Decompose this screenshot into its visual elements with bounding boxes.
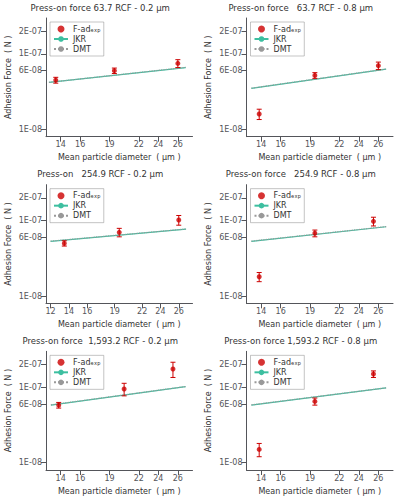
svg-text:2E-07: 2E-07 xyxy=(19,193,42,202)
svg-text:6E-08: 6E-08 xyxy=(219,66,242,75)
svg-text:Mean particle diameter ( μm ): Mean particle diameter ( μm ) xyxy=(258,487,381,496)
svg-text:F-adₑₓₚ: F-adₑₓₚ xyxy=(73,191,101,200)
svg-text:Mean particle diameter ( μm ): Mean particle diameter ( μm ) xyxy=(258,320,381,329)
svg-text:DMT: DMT xyxy=(73,45,91,54)
svg-text:F-adₑₓₚ: F-adₑₓₚ xyxy=(73,358,101,367)
svg-text:26: 26 xyxy=(173,140,183,149)
svg-text:1E-08: 1E-08 xyxy=(19,458,42,467)
svg-text:2E-07: 2E-07 xyxy=(219,27,242,36)
svg-text:19: 19 xyxy=(104,474,114,483)
svg-text:6E-08: 6E-08 xyxy=(219,233,242,242)
svg-text:JKR: JKR xyxy=(273,201,288,210)
svg-text:Mean particle diameter ( μm ): Mean particle diameter ( μm ) xyxy=(258,153,381,162)
svg-text:22: 22 xyxy=(134,474,144,483)
svg-text:24: 24 xyxy=(153,140,163,149)
svg-text:22: 22 xyxy=(334,474,344,483)
svg-text:16: 16 xyxy=(276,307,286,316)
svg-text:16: 16 xyxy=(75,474,85,483)
svg-text:1E-08: 1E-08 xyxy=(19,125,42,134)
svg-text:22: 22 xyxy=(134,140,144,149)
svg-text:24: 24 xyxy=(354,307,364,316)
svg-text:26: 26 xyxy=(373,307,383,316)
svg-text:1E-08: 1E-08 xyxy=(219,458,242,467)
svg-text:JKR: JKR xyxy=(72,368,87,377)
svg-text:6E-08: 6E-08 xyxy=(19,66,42,75)
svg-text:6E-08: 6E-08 xyxy=(219,400,242,409)
svg-text:26: 26 xyxy=(373,474,383,483)
svg-text:2E-07: 2E-07 xyxy=(219,360,242,369)
svg-text:22: 22 xyxy=(334,307,344,316)
svg-text:1E-07: 1E-07 xyxy=(219,49,242,58)
svg-text:24: 24 xyxy=(354,140,364,149)
svg-text:16: 16 xyxy=(82,307,92,316)
svg-text:22: 22 xyxy=(334,140,344,149)
svg-text:Adhesion Force ( N ): Adhesion Force ( N ) xyxy=(4,36,13,119)
svg-text:14: 14 xyxy=(64,307,74,316)
svg-text:Adhesion Force ( N ): Adhesion Force ( N ) xyxy=(204,36,213,119)
svg-text:DMT: DMT xyxy=(274,45,292,54)
svg-text:F-adₑₓₚ: F-adₑₓₚ xyxy=(73,25,101,34)
svg-text:2E-07: 2E-07 xyxy=(19,360,42,369)
svg-text:24: 24 xyxy=(155,307,165,316)
svg-text:F-adₑₓₚ: F-adₑₓₚ xyxy=(274,191,302,200)
svg-text:JKR: JKR xyxy=(273,368,288,377)
svg-text:F-adₑₓₚ: F-adₑₓₚ xyxy=(274,358,302,367)
svg-text:Mean particle diameter ( μm ): Mean particle diameter ( μm ) xyxy=(58,320,181,329)
svg-text:Press-on force 1,593.2 RCF -: Press-on force 1,593.2 RCF - 0.2 μm xyxy=(22,336,178,346)
svg-text:Press-on force 63.7 RCF - 0.: Press-on force 63.7 RCF - 0.8 μm xyxy=(228,3,373,13)
svg-text:2E-07: 2E-07 xyxy=(19,27,42,36)
svg-text:DMT: DMT xyxy=(274,378,292,387)
svg-text:6E-08: 6E-08 xyxy=(19,400,42,409)
svg-text:2E-07: 2E-07 xyxy=(219,193,242,202)
svg-text:24: 24 xyxy=(153,474,163,483)
svg-text:Press-on force 1,593.2 RCF - 0: Press-on force 1,593.2 RCF - 0.8 μm xyxy=(224,336,377,346)
svg-text:14: 14 xyxy=(256,140,266,149)
svg-text:22: 22 xyxy=(137,307,147,316)
svg-text:Press-on force 254.9 RCF - 0: Press-on force 254.9 RCF - 0.8 μm xyxy=(226,169,376,179)
svg-text:Adhesion Force ( N ): Adhesion Force ( N ) xyxy=(4,202,13,285)
svg-text:19: 19 xyxy=(110,307,120,316)
svg-text:Mean particle diameter ( μm ): Mean particle diameter ( μm ) xyxy=(58,487,181,496)
svg-text:Adhesion Force ( N ): Adhesion Force ( N ) xyxy=(4,369,13,452)
svg-text:DMT: DMT xyxy=(274,211,292,220)
svg-text:JKR: JKR xyxy=(72,35,87,44)
svg-text:1E-07: 1E-07 xyxy=(219,216,242,225)
svg-text:1E-07: 1E-07 xyxy=(19,216,42,225)
svg-text:12: 12 xyxy=(45,307,55,316)
svg-text:Adhesion Force ( N ): Adhesion Force ( N ) xyxy=(204,369,213,452)
svg-text:Press-on force 63.7 RCF - 0.2: Press-on force 63.7 RCF - 0.2 μm xyxy=(31,3,170,13)
svg-text:F-adₑₓₚ: F-adₑₓₚ xyxy=(274,25,302,34)
svg-text:16: 16 xyxy=(276,140,286,149)
svg-text:26: 26 xyxy=(173,474,183,483)
svg-text:JKR: JKR xyxy=(72,201,87,210)
svg-text:26: 26 xyxy=(174,307,184,316)
svg-text:1E-08: 1E-08 xyxy=(219,125,242,134)
svg-text:1E-07: 1E-07 xyxy=(219,383,242,392)
svg-text:26: 26 xyxy=(373,140,383,149)
svg-text:1E-07: 1E-07 xyxy=(19,49,42,58)
svg-text:14: 14 xyxy=(256,307,266,316)
svg-text:14: 14 xyxy=(56,474,66,483)
svg-text:19: 19 xyxy=(305,474,315,483)
svg-text:1E-07: 1E-07 xyxy=(19,383,42,392)
svg-text:DMT: DMT xyxy=(73,211,91,220)
svg-text:Adhesion Force ( N ): Adhesion Force ( N ) xyxy=(204,202,213,285)
svg-text:14: 14 xyxy=(256,474,266,483)
svg-text:Mean particle diameter ( μm ): Mean particle diameter ( μm ) xyxy=(58,153,181,162)
svg-text:24: 24 xyxy=(354,474,364,483)
svg-text:16: 16 xyxy=(75,140,85,149)
svg-text:6E-08: 6E-08 xyxy=(19,233,42,242)
svg-text:19: 19 xyxy=(305,307,315,316)
svg-text:JKR: JKR xyxy=(273,35,288,44)
svg-text:1E-08: 1E-08 xyxy=(219,292,242,301)
svg-text:19: 19 xyxy=(305,140,315,149)
svg-text:DMT: DMT xyxy=(73,378,91,387)
svg-text:Press-on 254.9 RCF - 0.2 μm: Press-on 254.9 RCF - 0.2 μm xyxy=(37,169,163,179)
svg-text:16: 16 xyxy=(276,474,286,483)
svg-text:1E-08: 1E-08 xyxy=(19,292,42,301)
svg-text:19: 19 xyxy=(104,140,114,149)
svg-text:14: 14 xyxy=(56,140,66,149)
